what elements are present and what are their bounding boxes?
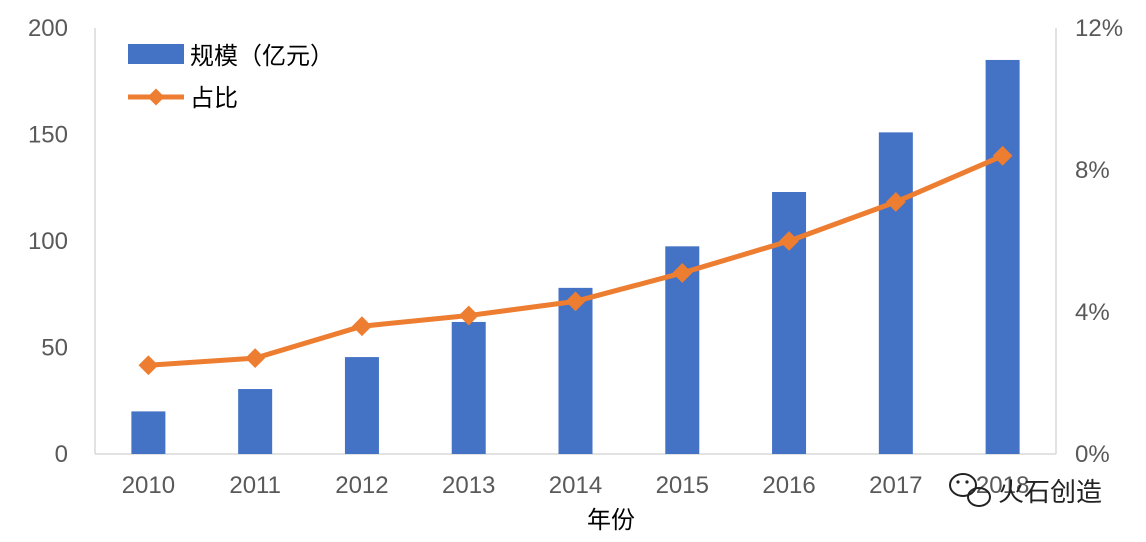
- x-tick-label: 2010: [122, 472, 175, 499]
- x-tick-label: 2014: [549, 472, 602, 499]
- legend-line-marker: [147, 88, 165, 106]
- bar-series: [131, 59, 1020, 454]
- bar-2012: [344, 357, 379, 454]
- left-tick-label: 100: [28, 228, 68, 255]
- left-tick-label: 200: [28, 15, 68, 42]
- wechat-icon: [949, 473, 991, 507]
- right-tick-label: 8%: [1075, 157, 1110, 184]
- legend-bar-label: 规模（亿元）: [190, 42, 334, 70]
- bar-2010: [131, 411, 166, 454]
- x-tick-label: 2013: [442, 472, 495, 499]
- watermark: 火石创造: [949, 473, 1102, 508]
- x-tick-label: 2018: [976, 472, 1029, 499]
- right-axis-ticks: 0% 4% 8% 12%: [1075, 15, 1123, 468]
- legend-line-label: 占比: [190, 84, 238, 112]
- bar-2013: [451, 321, 486, 454]
- bar-2014: [558, 287, 593, 454]
- x-tick-label: 2015: [656, 472, 709, 499]
- legend: 规模（亿元） 占比: [128, 42, 334, 112]
- right-tick-label: 4%: [1075, 299, 1110, 326]
- bar-2018: [985, 59, 1020, 454]
- left-tick-label: 150: [28, 122, 68, 149]
- line-point-2015: [672, 263, 693, 283]
- x-axis-title: 年份: [587, 506, 635, 534]
- left-axis-ticks: 0 50 100 150 200: [28, 15, 68, 468]
- x-axis-ticks: 2010 2011 2012 2013 2014 2015 2016 2017 2018: [122, 472, 1030, 499]
- x-tick-label: 2016: [762, 472, 815, 499]
- watermark-text: 火石创造: [998, 478, 1102, 508]
- bar-2011: [238, 389, 273, 454]
- bar-2017: [878, 132, 913, 454]
- left-tick-label: 50: [41, 335, 68, 362]
- line-point-2012: [352, 316, 372, 337]
- right-tick-label: 0%: [1075, 441, 1110, 468]
- x-tick-label: 2011: [229, 472, 281, 499]
- line-point-2010: [138, 355, 159, 376]
- left-tick-label: 0: [55, 441, 68, 468]
- legend-bar-swatch: [128, 44, 184, 64]
- right-tick-label: 12%: [1075, 15, 1123, 42]
- x-tick-label: 2012: [335, 472, 388, 499]
- x-tick-label: 2017: [869, 472, 922, 499]
- line-point-2011: [245, 348, 266, 369]
- line-point-2014: [565, 291, 586, 312]
- line-point-2013: [458, 305, 479, 326]
